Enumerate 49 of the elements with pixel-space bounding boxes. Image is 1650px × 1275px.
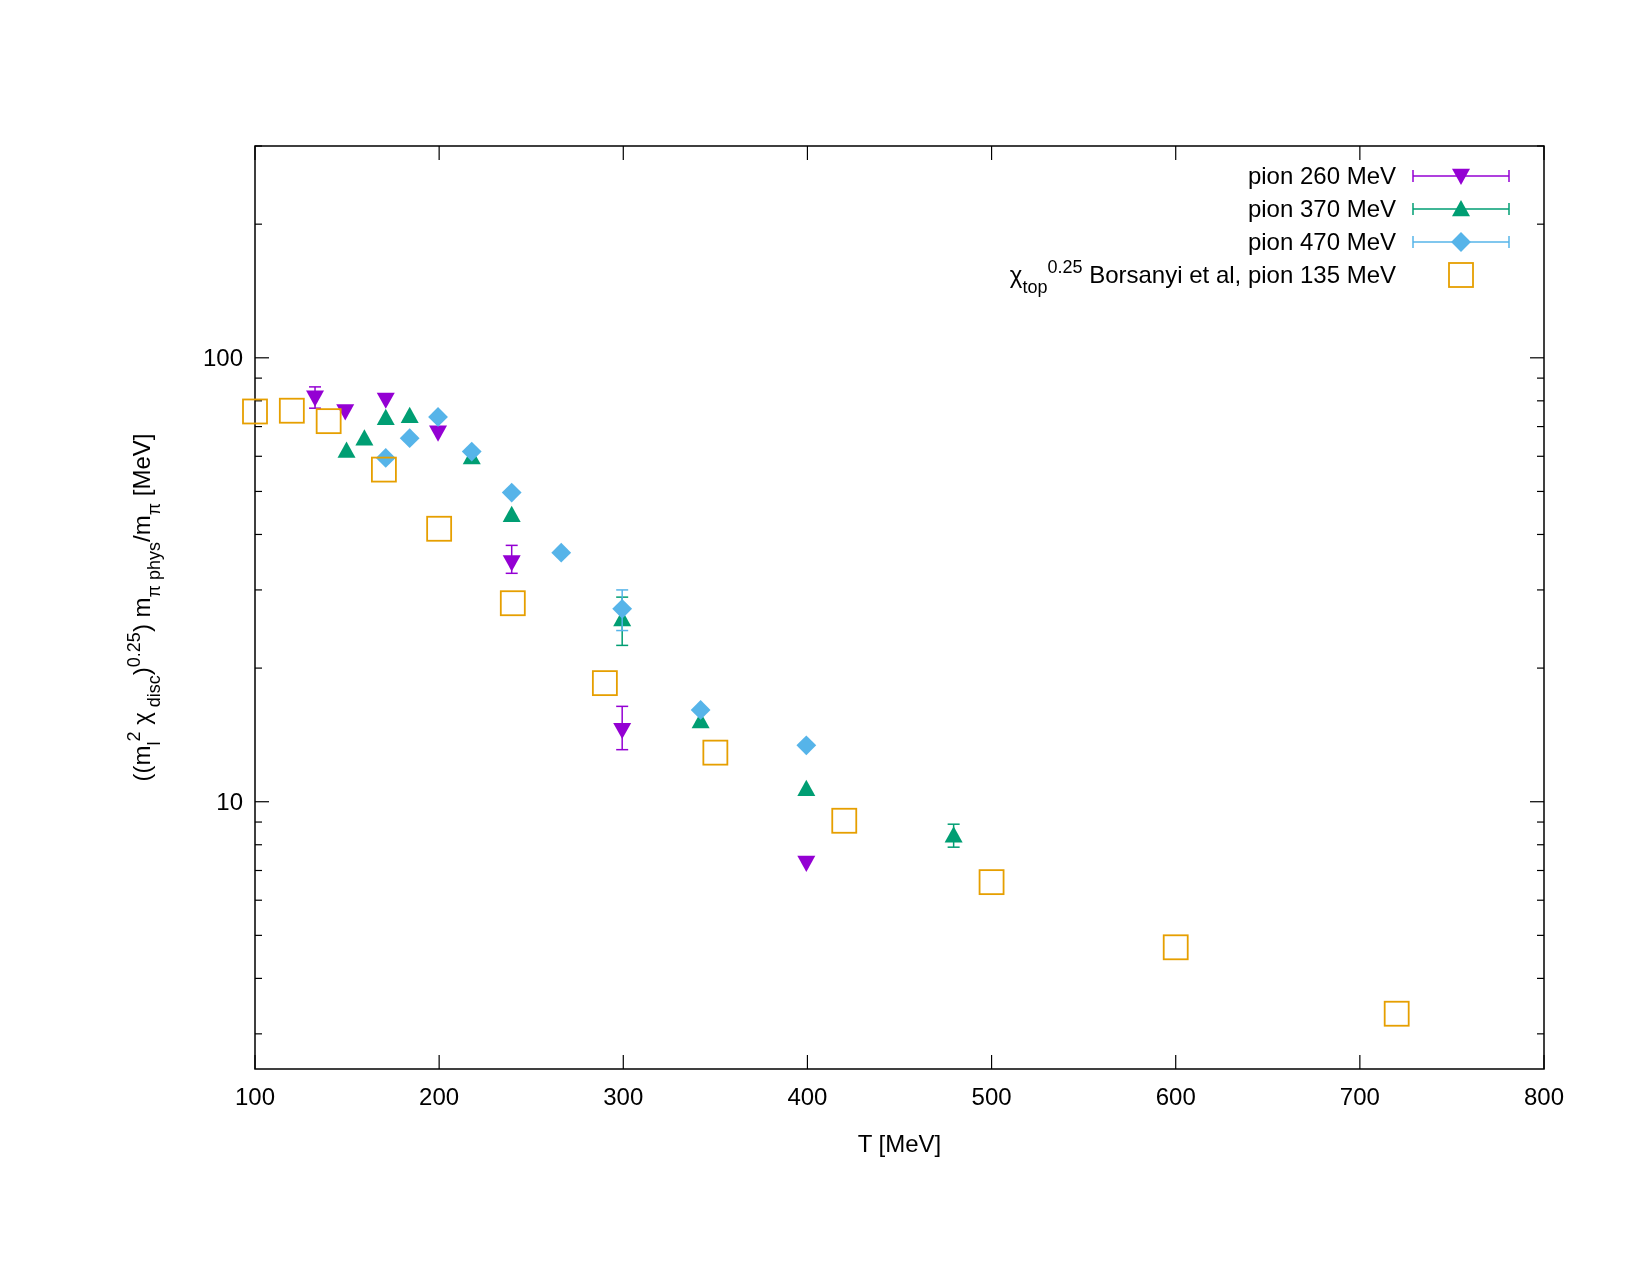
legend-label: pion 470 MeV bbox=[1247, 228, 1396, 255]
point bbox=[502, 555, 521, 572]
point bbox=[337, 441, 356, 458]
legend-label: pion 370 MeV bbox=[1247, 195, 1396, 222]
point bbox=[426, 515, 453, 542]
point bbox=[612, 598, 633, 619]
x-tick-label: 100 bbox=[234, 1083, 276, 1110]
point bbox=[400, 406, 419, 424]
legend-label: χ$_{top}$$^{0.25}$ Borsanyi et al, pion 135 MeV bbox=[1009, 257, 1396, 297]
point bbox=[551, 542, 572, 563]
point bbox=[429, 425, 448, 442]
legend-label: pion 260 MeV bbox=[1247, 162, 1396, 189]
x-tick-label: 300 bbox=[603, 1083, 644, 1110]
point bbox=[461, 441, 482, 462]
point bbox=[613, 722, 632, 740]
point bbox=[375, 448, 396, 468]
x-axis-title: T [MeV] bbox=[857, 1130, 942, 1157]
point bbox=[336, 404, 355, 421]
point bbox=[306, 390, 325, 407]
point bbox=[371, 456, 397, 483]
point bbox=[797, 855, 816, 872]
point bbox=[702, 739, 729, 766]
point bbox=[355, 429, 374, 446]
x-tick-label: 200 bbox=[419, 1083, 460, 1110]
point bbox=[978, 869, 1005, 896]
point bbox=[399, 428, 420, 449]
x-tick-label: 400 bbox=[787, 1083, 828, 1110]
point bbox=[796, 735, 817, 756]
point bbox=[797, 779, 816, 796]
point bbox=[1162, 934, 1189, 961]
point bbox=[376, 408, 395, 425]
point bbox=[315, 408, 342, 435]
point bbox=[242, 398, 268, 425]
point bbox=[499, 590, 526, 617]
point bbox=[591, 670, 618, 697]
point bbox=[376, 392, 395, 409]
x-tick-label: 700 bbox=[1339, 1083, 1380, 1110]
point bbox=[502, 505, 521, 522]
x-tick-label: 800 bbox=[1523, 1083, 1565, 1110]
point bbox=[944, 826, 963, 843]
y-tick-label: 10 bbox=[216, 787, 243, 815]
point bbox=[831, 807, 858, 834]
x-tick-label: 600 bbox=[1155, 1083, 1196, 1110]
point bbox=[278, 397, 305, 424]
point bbox=[428, 407, 448, 427]
x-tick-label: 500 bbox=[971, 1083, 1012, 1110]
point bbox=[1383, 1000, 1410, 1027]
point bbox=[501, 482, 522, 503]
point bbox=[690, 700, 711, 720]
